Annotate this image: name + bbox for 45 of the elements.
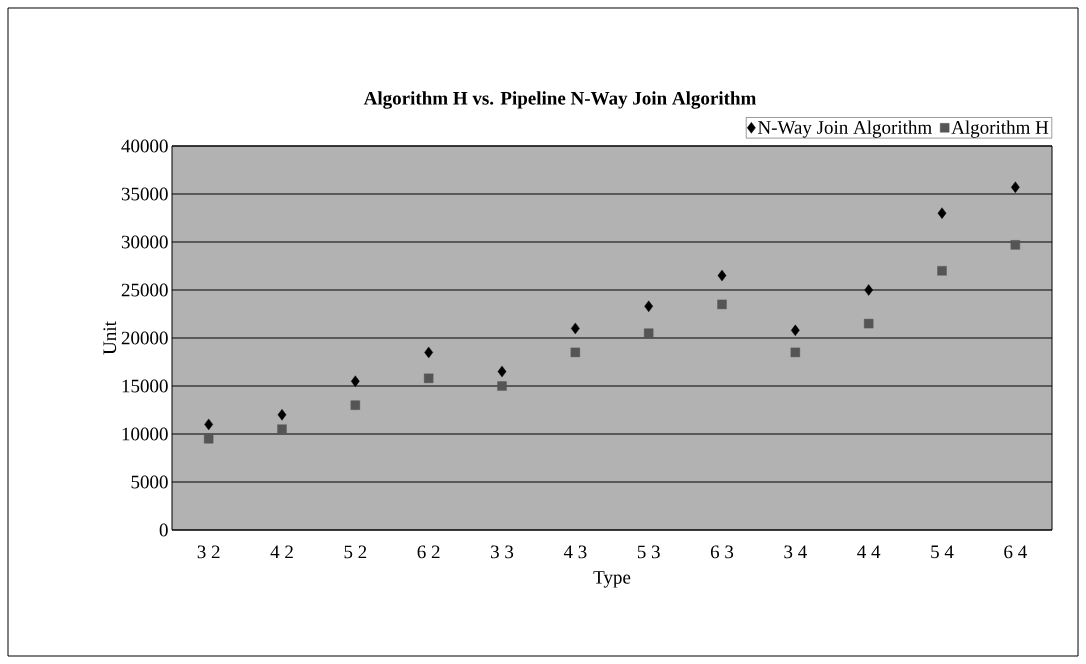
point <box>937 207 947 219</box>
y-tick-label: 25000 <box>121 283 168 297</box>
x-tick-label: 6 3 <box>710 545 734 559</box>
point <box>351 375 360 387</box>
point <box>497 381 507 391</box>
point <box>277 409 287 421</box>
point <box>423 373 434 384</box>
x-axis-title: Type <box>593 571 631 588</box>
x-tick-label: 4 2 <box>270 545 293 559</box>
x-tick-label: 5 3 <box>637 545 660 559</box>
point <box>717 299 727 310</box>
point <box>277 424 287 434</box>
y-tick-label: 30000 <box>121 235 168 249</box>
point <box>864 284 873 296</box>
x-tick-label: 3 3 <box>491 545 514 559</box>
y-tick-label: 35000 <box>121 187 168 201</box>
y-tick-label: 10000 <box>122 427 168 441</box>
x-tick-label: 6 2 <box>417 545 440 559</box>
point <box>790 347 801 358</box>
x-tick-label: 5 2 <box>344 545 367 559</box>
y-axis-title: Unit <box>103 321 117 355</box>
x-tick-label: 3 2 <box>197 545 220 559</box>
point <box>937 266 947 276</box>
x-tick-label: 4 3 <box>563 545 587 559</box>
point <box>643 328 654 338</box>
legend-label: Algorithm H <box>951 120 1049 138</box>
point <box>350 400 361 410</box>
x-tick-label: 6 4 <box>1004 545 1027 559</box>
x-tick-label: 5 4 <box>931 545 954 559</box>
chart-title: Algorithm H vs. Pipeline N-Way Join Algorithm <box>363 91 757 109</box>
y-tick-label: 40000 <box>121 139 168 153</box>
x-tick-label: 4 4 <box>857 545 881 559</box>
point <box>1010 240 1021 250</box>
y-tick-label: 5000 <box>131 475 168 489</box>
y-tick-label: 0 <box>159 523 168 537</box>
point <box>570 347 581 358</box>
legend-label: N-Way Join Algorithm <box>758 120 932 138</box>
point <box>863 318 874 329</box>
point <box>203 434 214 444</box>
y-tick-label: 15000 <box>122 379 168 393</box>
point <box>497 365 507 378</box>
y-tick-label: 20000 <box>121 331 168 345</box>
x-tick-label: 3 4 <box>784 545 807 559</box>
point <box>717 269 727 282</box>
point <box>1011 181 1020 193</box>
